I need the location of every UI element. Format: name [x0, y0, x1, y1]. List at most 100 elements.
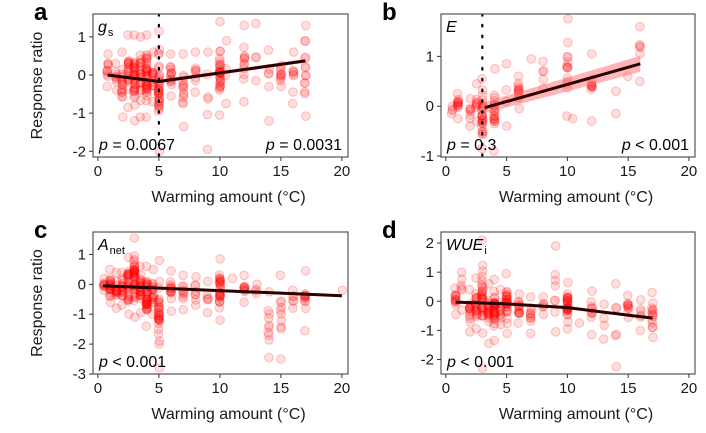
data-point	[142, 302, 152, 312]
data-point	[142, 299, 152, 310]
data-point	[129, 86, 139, 97]
data-point	[472, 309, 482, 319]
data-point	[525, 311, 536, 321]
data-point	[502, 289, 512, 300]
data-point	[465, 309, 475, 319]
data-point	[562, 62, 572, 73]
data-point	[154, 311, 165, 321]
data-point	[103, 58, 113, 69]
data-point	[457, 274, 467, 285]
data-point	[288, 303, 298, 314]
data-point	[611, 361, 622, 372]
data-point	[635, 325, 646, 336]
data-point	[525, 308, 536, 319]
data-point	[495, 305, 506, 316]
data-point	[465, 317, 476, 327]
data-point	[190, 63, 201, 73]
panel-letter: b	[382, 0, 397, 26]
data-point	[105, 297, 116, 308]
data-point	[471, 288, 481, 299]
data-point	[513, 81, 524, 92]
data-point	[105, 288, 116, 298]
data-point	[301, 111, 311, 121]
data-point	[153, 295, 164, 306]
data-point	[221, 98, 231, 109]
data-point	[154, 314, 164, 324]
data-point	[239, 297, 249, 308]
data-point	[513, 78, 524, 89]
data-point	[117, 273, 128, 284]
plot-frame	[440, 231, 696, 375]
data-point	[239, 51, 250, 61]
data-point	[136, 289, 146, 300]
data-point	[299, 88, 310, 99]
data-point	[288, 47, 299, 57]
data-point	[154, 336, 165, 346]
data-point	[478, 127, 488, 137]
data-point	[130, 271, 140, 281]
data-point	[562, 291, 573, 302]
data-point	[135, 50, 146, 61]
data-point	[471, 99, 482, 109]
p-value-annotation: p < 0.001	[446, 354, 514, 371]
data-point	[129, 116, 140, 126]
data-point	[288, 67, 299, 78]
y-tick-label: 0	[78, 276, 86, 293]
data-point	[446, 108, 457, 119]
data-point	[567, 113, 578, 124]
data-point	[129, 270, 140, 281]
data-point	[142, 51, 152, 61]
data-point	[141, 299, 152, 309]
data-point	[447, 101, 458, 111]
data-point	[129, 59, 139, 69]
data-point	[141, 53, 151, 63]
data-point	[472, 116, 482, 126]
data-point	[635, 42, 645, 53]
data-point	[275, 70, 286, 80]
data-point	[476, 304, 487, 314]
data-point	[501, 85, 511, 95]
data-point	[141, 300, 152, 310]
data-point	[123, 252, 134, 263]
data-point	[263, 69, 274, 79]
data-point	[456, 280, 467, 291]
data-point	[190, 300, 201, 311]
data-point	[301, 70, 311, 81]
data-point	[141, 84, 152, 94]
data-point	[451, 309, 461, 320]
data-point	[142, 90, 152, 101]
data-point	[129, 57, 140, 68]
data-point	[525, 328, 536, 339]
data-point	[129, 84, 140, 94]
data-point	[472, 98, 482, 108]
data-point	[300, 78, 310, 88]
data-point	[135, 85, 146, 95]
data-point	[471, 273, 481, 283]
data-point	[178, 81, 189, 92]
data-point	[562, 289, 573, 299]
data-point	[141, 87, 152, 98]
data-point	[123, 59, 134, 70]
variable-label: E	[446, 19, 457, 36]
data-point	[514, 289, 525, 299]
x-tick-label: 5	[155, 380, 163, 397]
data-point	[129, 295, 139, 306]
data-point	[130, 268, 140, 279]
y-axis-title: Response ratio	[29, 32, 46, 140]
x-tick-label: 15	[620, 163, 637, 180]
data-point	[477, 287, 487, 297]
data-point	[263, 68, 274, 78]
data-point	[154, 297, 164, 308]
data-point	[215, 315, 225, 326]
data-point	[154, 276, 165, 287]
data-point	[153, 307, 164, 318]
data-point	[110, 58, 121, 69]
data-point	[550, 296, 560, 306]
data-point	[484, 311, 494, 321]
data-point	[276, 322, 286, 332]
plot-area	[446, 14, 645, 157]
data-point	[154, 294, 164, 305]
data-point	[141, 50, 152, 60]
